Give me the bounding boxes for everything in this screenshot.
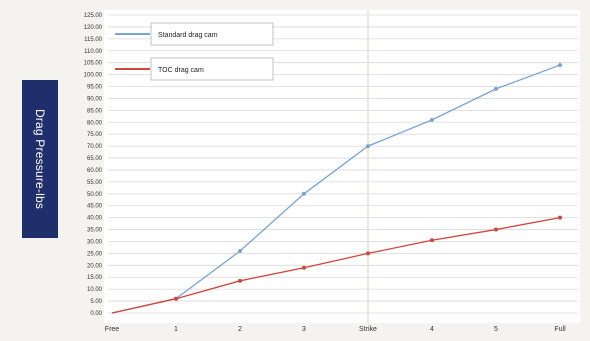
legend-box	[150, 22, 274, 46]
x-tick-label: 4	[430, 326, 434, 333]
legend-label: TOC drag cam	[158, 67, 204, 74]
y-tick-label: 120.00	[84, 25, 103, 31]
plot-area	[104, 10, 580, 323]
data-point	[558, 63, 562, 68]
y-tick-label: 115.00	[84, 37, 103, 43]
data-point	[238, 278, 242, 283]
y-axis-label: Drag Pressure-lbs	[33, 108, 48, 210]
data-point	[238, 249, 242, 254]
data-point	[558, 215, 562, 220]
y-tick-label: 95.00	[87, 85, 103, 91]
y-tick-label: 85.00	[87, 108, 103, 114]
data-point	[430, 238, 434, 243]
y-tick-label: 55.00	[87, 180, 103, 186]
legend-box	[150, 57, 274, 81]
data-point	[302, 191, 306, 196]
series-line	[111, 217, 561, 314]
y-tick-label: 15.00	[87, 275, 103, 281]
y-tick-label: 5.00	[90, 299, 102, 305]
legend-item: Standard drag cam	[115, 22, 274, 46]
x-tick-label: 3	[302, 326, 306, 333]
y-axis-label-box: Drag Pressure-lbs	[22, 80, 58, 238]
y-tick-label: 30.00	[87, 239, 103, 245]
y-tick-label: 25.00	[87, 251, 103, 257]
legend-item: TOC drag cam	[115, 57, 274, 81]
data-point	[366, 251, 370, 256]
y-tick-label: 110.00	[84, 49, 103, 55]
y-tick-label: 125.00	[84, 13, 103, 19]
data-point	[494, 227, 498, 232]
x-tick-label: Strike	[359, 326, 377, 333]
y-tick-label: 60.00	[87, 168, 103, 174]
x-tick-label: 5	[494, 326, 498, 333]
grid-layer	[108, 10, 578, 323]
y-tick-label: 105.00	[84, 61, 103, 67]
y-tick-label: 35.00	[87, 228, 103, 234]
y-tick-label: 45.00	[87, 204, 103, 210]
y-tick-label: 70.00	[87, 144, 103, 150]
x-tick-label: Full	[554, 326, 566, 333]
legend-label: Standard drag cam	[158, 32, 218, 39]
data-point	[430, 117, 434, 122]
y-tick-label: 90.00	[87, 96, 103, 102]
series-layer	[111, 63, 562, 314]
y-tick-label: 40.00	[87, 216, 103, 222]
y-tick-label: 100.00	[84, 73, 103, 79]
y-tick-label: 0.00	[90, 311, 102, 317]
y-tick-label: 65.00	[87, 156, 103, 162]
x-tick-label: 1	[174, 326, 178, 333]
legend: Standard drag cam TOC drag cam	[115, 22, 274, 81]
y-tick-label: 80.00	[87, 120, 103, 126]
data-point	[494, 86, 498, 91]
data-point	[174, 296, 178, 301]
series-line	[111, 64, 561, 314]
y-tick-label: 75.00	[87, 132, 103, 138]
y-tick-label: 20.00	[87, 263, 103, 269]
data-point	[366, 144, 370, 149]
series-toc	[111, 215, 562, 314]
x-tick-label: 2	[238, 326, 242, 333]
data-point	[302, 265, 306, 270]
x-tick-label: Free	[105, 326, 120, 333]
x-tick-labels: Free 1 2 3 Strike 4 5 Full	[105, 326, 566, 333]
y-tick-label: 50.00	[87, 192, 103, 198]
y-tick-labels: 0.00 5.00 10.00 15.00 20.00 25.00 30.00 35.00 40…	[84, 13, 103, 317]
y-tick-label: 10.00	[87, 287, 103, 293]
